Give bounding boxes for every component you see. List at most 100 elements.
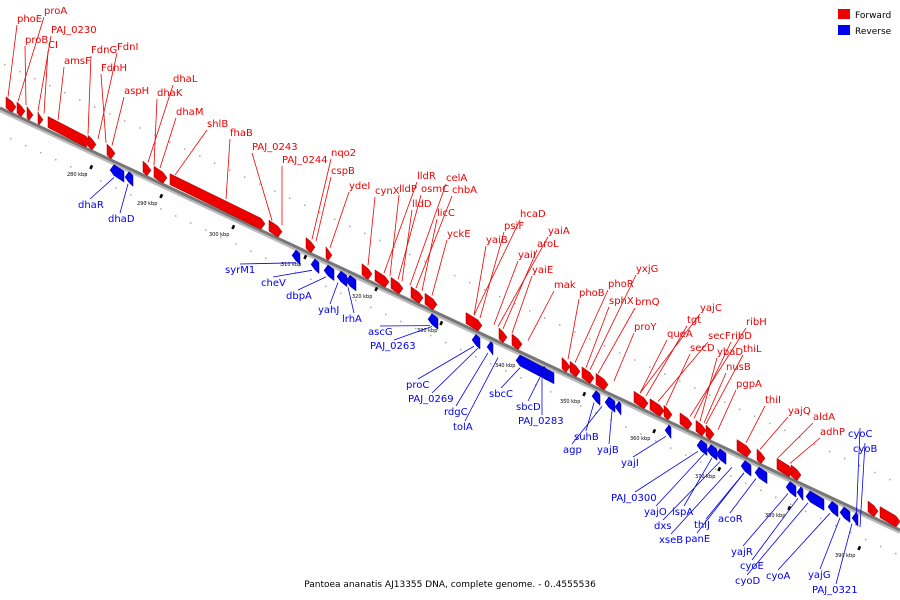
tick-mark (303, 254, 308, 260)
reverse-gene-label: cheV (261, 278, 286, 289)
reverse-gene (740, 460, 752, 477)
track-dot (385, 313, 387, 316)
track-dot (325, 285, 327, 288)
track-dot (274, 190, 276, 192)
forward-gene-label: yaiB (486, 235, 508, 246)
forward-leader (473, 219, 521, 316)
reverse-leader (297, 276, 327, 291)
forward-leader (311, 158, 332, 240)
reverse-gene-label: yajG (808, 570, 831, 581)
reverse-leader (119, 183, 129, 214)
track-dot (880, 545, 882, 548)
track-dot (844, 457, 846, 460)
tick-mark (582, 391, 587, 397)
reverse-gene (336, 270, 348, 288)
reverse-leader (239, 262, 297, 265)
forward-gene-label: yajQ (788, 406, 811, 417)
reverse-gene-label: yahJ (318, 305, 339, 316)
forward-gene-label: fhaB (230, 128, 253, 139)
forward-leader (589, 274, 637, 370)
forward-leader (502, 249, 538, 330)
leader-lines (7, 16, 866, 585)
tick-label: 310 kbp (281, 262, 301, 268)
track-dot (250, 250, 252, 252)
forward-leader (639, 339, 668, 394)
tick-label: 320 kbp (352, 294, 372, 300)
track-dot (760, 489, 762, 492)
tick-label: 340 kbp (495, 363, 515, 369)
track-dot (589, 338, 591, 340)
track-dot (694, 387, 696, 389)
reverse-leader (632, 435, 667, 458)
track-dot (34, 77, 36, 80)
forward-gene-label: FdnG (91, 45, 117, 56)
tick-label: 300 kbp (209, 232, 229, 238)
tick-mark (374, 286, 379, 292)
forward-leader (315, 176, 332, 242)
track-dot (685, 454, 687, 456)
forward-gene-label: tgt (687, 315, 701, 326)
tick-label: 290 kbp (137, 201, 157, 207)
forward-leader (511, 275, 533, 334)
forward-gene-label: phoE (17, 14, 42, 25)
track-dot (259, 183, 261, 185)
forward-leader (383, 181, 418, 274)
track-dot (130, 194, 132, 196)
forward-leader (7, 24, 18, 97)
forward-gene-label: dhaK (157, 88, 183, 99)
legend-forward-swatch (838, 9, 850, 19)
track-dot (820, 517, 822, 520)
reverse-gene (614, 400, 622, 416)
track-dot (124, 120, 126, 122)
track-dot (814, 443, 816, 446)
forward-leader (693, 341, 732, 419)
track-dot (499, 295, 501, 298)
forward-gene-label: dhaL (173, 74, 198, 85)
forward-gene (410, 286, 424, 304)
forward-leader (225, 138, 231, 199)
reverse-gene (310, 258, 320, 275)
track-dot (355, 299, 357, 302)
track-dot (454, 274, 456, 277)
forward-gene-label: secD (690, 343, 715, 354)
forward-gene-label: proA (44, 6, 67, 17)
forward-gene-label: cynX (375, 186, 400, 197)
track-dot (514, 303, 516, 305)
reverse-gene (754, 466, 768, 485)
forward-gene (736, 439, 752, 458)
track-dot (199, 155, 201, 157)
forward-gene-label: amsF (64, 56, 91, 67)
reverse-gene (345, 274, 357, 292)
forward-leader (717, 389, 737, 430)
track-dot (229, 169, 231, 171)
track-dot (700, 461, 702, 463)
track-dot (295, 271, 297, 274)
forward-leader (665, 353, 691, 406)
forward-gene-label: yckE (447, 229, 471, 240)
track-dot (625, 426, 627, 428)
reverse-gene (796, 486, 804, 502)
forward-gene-label: aspH (124, 86, 149, 97)
reverse-gene (696, 439, 708, 457)
forward-gene-label: ybaD (717, 347, 743, 358)
reverse-gene (785, 481, 797, 498)
track-dot (610, 419, 612, 421)
forward-gene-label: yaiE (532, 265, 553, 276)
tick-mark (231, 224, 236, 230)
reverse-gene (851, 512, 859, 528)
reverse-gene-label: dxs (654, 521, 671, 532)
track-dot (139, 127, 141, 129)
forward-gene-label: psiF (504, 221, 524, 232)
forward-leader (111, 96, 125, 146)
forward-gene-label: thiI (765, 395, 781, 406)
reverse-gene-label: yajO (644, 507, 667, 518)
forward-leader (17, 16, 45, 102)
track-dot (559, 324, 561, 326)
reverse-leader (855, 427, 861, 526)
track-dot (604, 345, 606, 347)
reverse-gene (471, 333, 481, 350)
forward-gene-label: proY (634, 322, 657, 333)
forward-gene (561, 356, 571, 373)
